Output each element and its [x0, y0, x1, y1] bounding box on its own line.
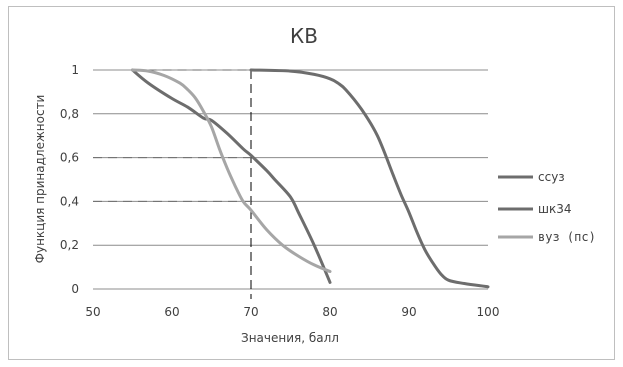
- y-tick-label: 0,6: [60, 151, 79, 165]
- series-line-0: [249, 68, 490, 289]
- y-tick-label: 0: [71, 282, 79, 296]
- legend-label: вуз (пс): [538, 230, 596, 244]
- y-tick-label: 0,2: [60, 238, 79, 252]
- legend-label: ссуз: [538, 170, 565, 184]
- legend: ссуз шк34 вуз (пс): [498, 170, 596, 244]
- legend-label: шк34: [538, 202, 572, 216]
- chart-frame: [8, 6, 615, 360]
- y-axis-label: Функция принадлежности: [33, 95, 47, 264]
- x-tick-label: 70: [243, 305, 258, 319]
- x-tick-label: 50: [85, 305, 100, 319]
- x-axis-label: Значения, балл: [241, 331, 339, 345]
- reference-lines: [93, 69, 252, 299]
- x-tick-label: 60: [164, 305, 179, 319]
- series-group: [131, 68, 490, 289]
- series-line-2: [131, 68, 332, 273]
- y-tick-label: 1: [71, 63, 79, 77]
- x-tick-labels: 50 60 70 80 90 100: [85, 305, 499, 319]
- x-tick-label: 90: [401, 305, 416, 319]
- y-tick-label: 0,4: [60, 194, 79, 208]
- y-tick-labels: 0 0,2 0,4 0,6 0,8 1: [60, 63, 79, 296]
- chart-title: КВ: [290, 24, 318, 48]
- series-line-1: [131, 68, 332, 284]
- y-tick-label: 0,8: [60, 107, 79, 121]
- x-tick-label: 80: [322, 305, 337, 319]
- x-tick-label: 100: [477, 305, 500, 319]
